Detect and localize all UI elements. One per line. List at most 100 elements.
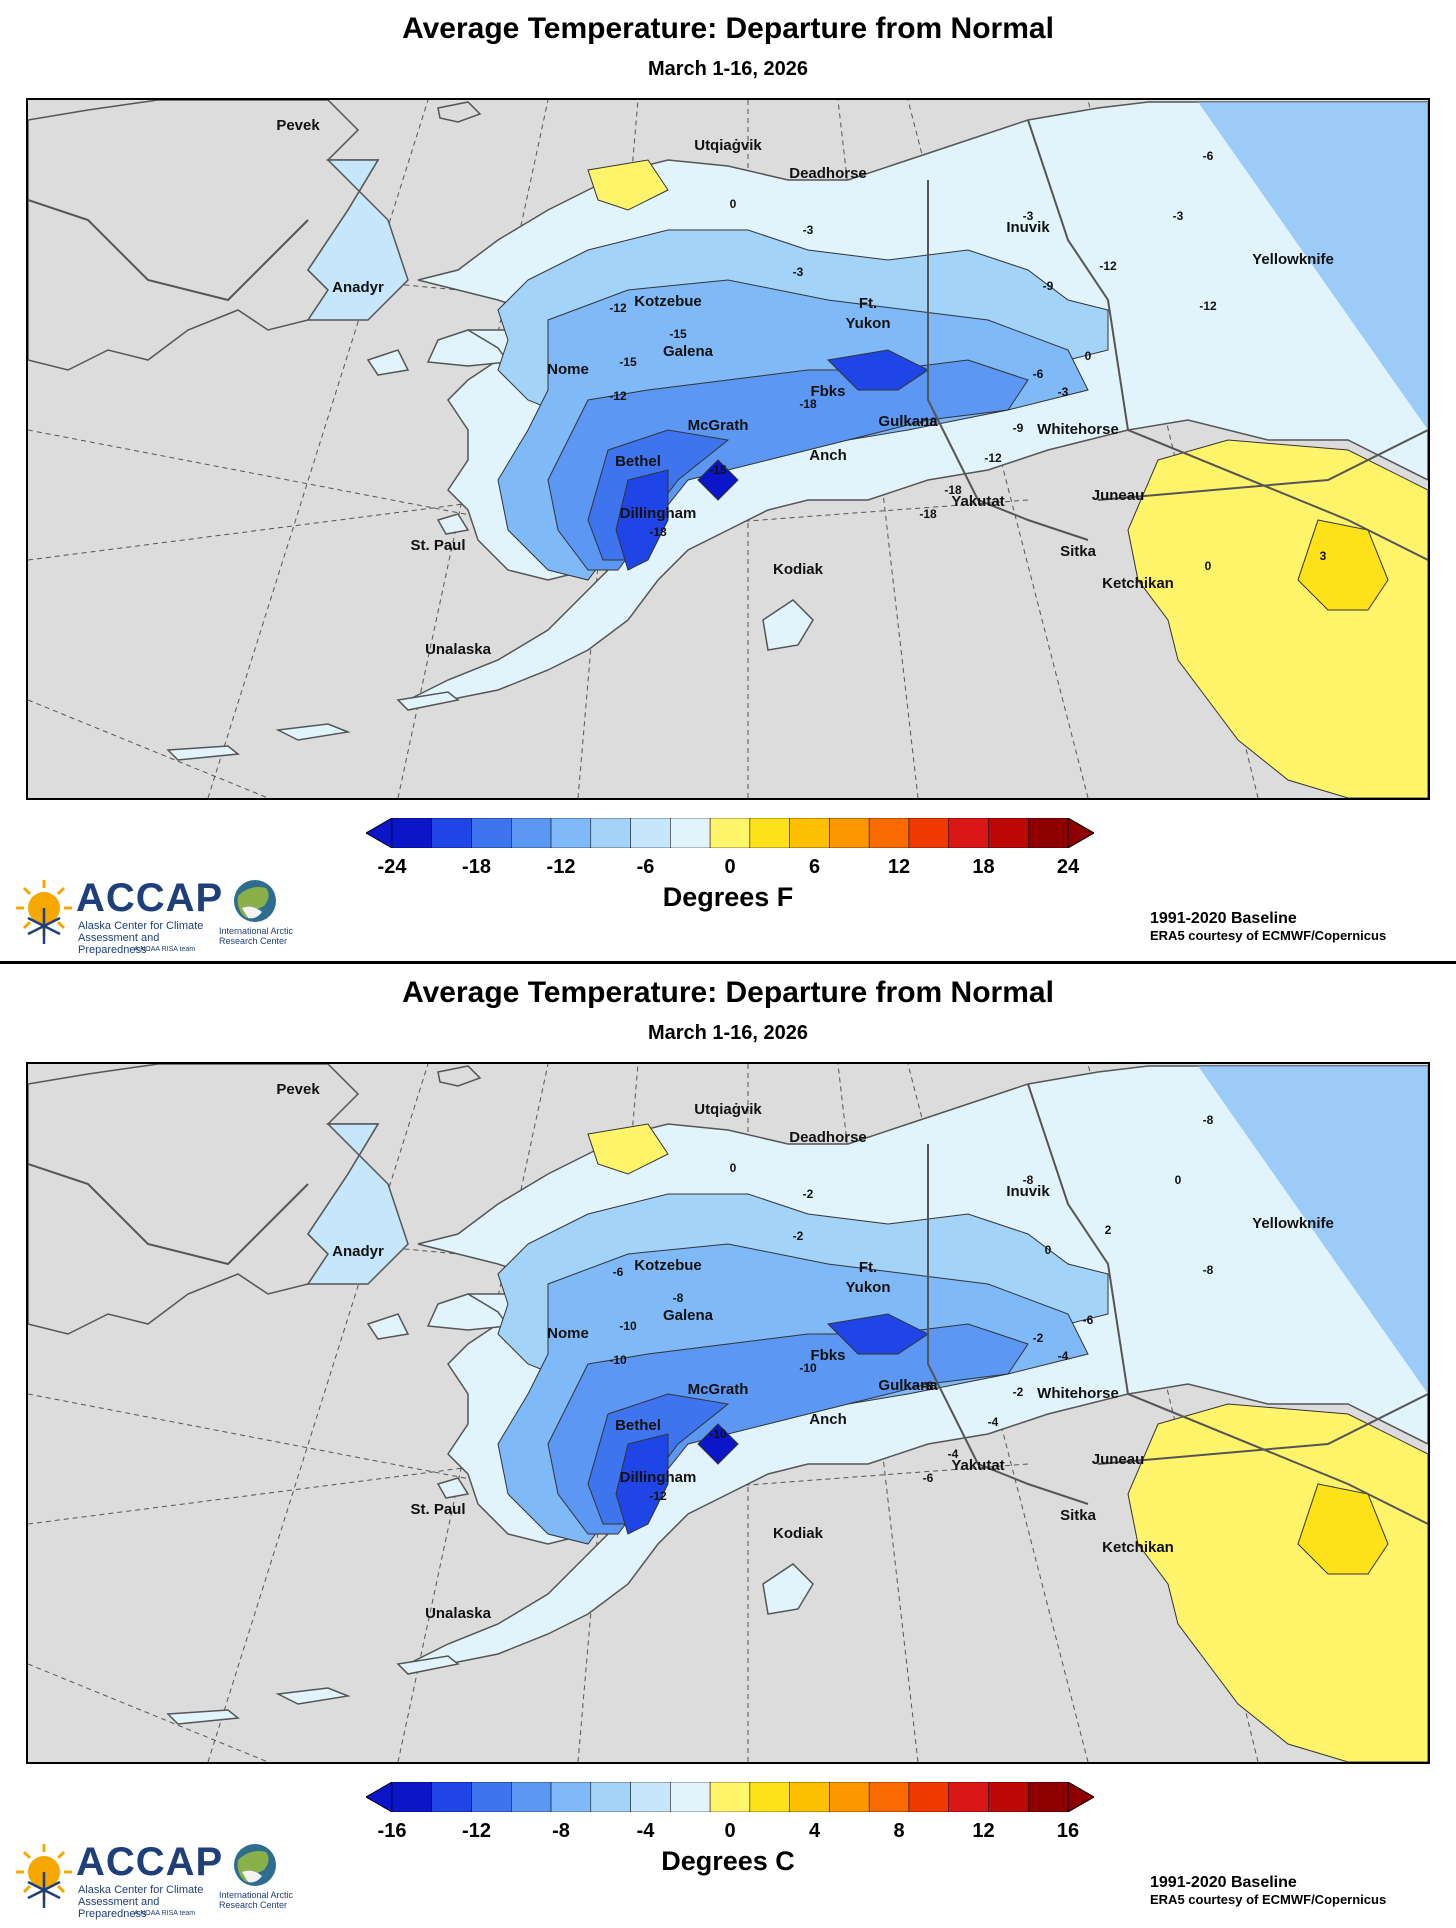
colorbar-tick-label: -8 — [552, 1820, 570, 1842]
land-aleut2 — [275, 723, 351, 741]
city-label: Inuvik — [1006, 1183, 1050, 1200]
colorbar-swatch — [829, 817, 870, 849]
city-label: Inuvik — [1006, 219, 1050, 236]
city-label: Fbks — [810, 1347, 845, 1364]
city-label: Utqiaġvik — [694, 1101, 762, 1118]
colorbar-swatch — [391, 817, 433, 849]
colorbar-min-arrow — [364, 1781, 393, 1813]
contour-label: -18 — [799, 397, 817, 411]
contour-label: -15 — [709, 463, 727, 477]
colorbar-swatch — [709, 817, 751, 849]
city-label: St. Paul — [410, 1501, 465, 1518]
political-borders — [28, 119, 1428, 561]
contour-label: -4 — [1058, 1349, 1069, 1363]
contour-label: -8 — [1203, 1263, 1214, 1277]
colorbar-tick-label: 16 — [1056, 1820, 1080, 1842]
colorbar-tick-label: 12 — [887, 856, 911, 878]
anomaly-band-d0 — [697, 459, 739, 501]
city-label: Anadyr — [332, 1243, 384, 1260]
contour-label: -8 — [1203, 1113, 1214, 1127]
city-label: Galena — [663, 1307, 714, 1324]
contour-label: -3 — [1023, 209, 1034, 223]
city-label: St. Paul — [410, 537, 465, 554]
contour-label: -2 — [793, 1229, 804, 1243]
credits: 1991-2020 Baseline ERA5 courtesy of ECMW… — [1150, 1874, 1440, 1907]
colorbar-tick-label: -6 — [636, 856, 655, 878]
contour-label: 0 — [1085, 349, 1092, 363]
colorbar-tick-label: -12 — [546, 856, 576, 878]
colorbar-swatch — [471, 1781, 512, 1813]
contour-label: -10 — [619, 1319, 637, 1333]
accap-logo-subtitle: Alaska Center for Climate Assessment and … — [78, 920, 204, 956]
colorbar-swatch — [749, 817, 790, 849]
colorbar-swatch — [829, 1781, 870, 1813]
city-label: Anch — [809, 1411, 847, 1428]
city-label: McGrath — [688, 1381, 749, 1398]
colorbar-tick-label: 4 — [808, 1820, 821, 1842]
colorbar-swatch — [670, 1781, 711, 1813]
contour-label: -8 — [673, 1291, 684, 1305]
city-label: Juneau — [1092, 1451, 1145, 1468]
anomaly-band-d1 — [615, 469, 669, 571]
map-subtitle: March 1-16, 2026 — [647, 58, 809, 80]
temperature-map: Pevek Utqiaġvik Deadhorse Inuvik Yellowknife… — [26, 1062, 1430, 1764]
contour-label: -6 — [1033, 367, 1044, 381]
colorbar-tick-label: 12 — [972, 1820, 995, 1842]
colorbar-swatch — [908, 817, 949, 849]
colorbar-swatch — [630, 817, 671, 849]
colorbar-swatch — [789, 817, 830, 849]
city-label: Kodiak — [773, 561, 824, 578]
northeast-anomaly — [1198, 102, 1428, 430]
city-label: Bethel — [615, 1417, 661, 1434]
colorbar-swatch — [511, 817, 552, 849]
land-kodiak — [762, 1563, 814, 1615]
contour-label: -6 — [613, 1265, 624, 1279]
colorbar-swatch — [789, 1781, 830, 1813]
land-stLawrence — [366, 1313, 410, 1340]
contour-label: -2 — [1013, 1385, 1024, 1399]
colorbar-swatch — [590, 1781, 631, 1813]
contour-label: -8 — [923, 1379, 934, 1393]
land-kodiak — [762, 599, 814, 651]
accap-logo-text: ACCAP — [76, 876, 224, 920]
contour-label: -6 — [1083, 1313, 1094, 1327]
anomaly-band-d3 — [547, 1323, 1029, 1535]
colorbar-tick-label: 0 — [724, 1820, 736, 1842]
colorbar-swatch — [988, 1781, 1029, 1813]
colorbar-swatch — [511, 1781, 552, 1813]
panel-divider — [0, 961, 1456, 964]
contour-label: -18 — [649, 525, 667, 539]
city-label: Yellowknife — [1252, 1215, 1334, 1232]
land-stLawrence — [366, 349, 410, 376]
colorbar-ticks: -24 -18 -12 -6 0 6 12 18 24 — [0, 856, 1456, 880]
colorbar-swatch — [948, 817, 989, 849]
colorbar-tick-label: -12 — [462, 1820, 491, 1842]
colorbar-swatch — [670, 817, 711, 849]
accap-sun-icon — [16, 1844, 72, 1908]
contour-label: -15 — [619, 355, 637, 369]
land-aleut1 — [396, 1655, 460, 1675]
colorbar-tick-label: -16 — [377, 1820, 407, 1842]
city-label: Yakutat — [951, 493, 1004, 510]
contour-label: -6 — [1203, 149, 1214, 163]
map-svg: Pevek Utqiaġvik Deadhorse Inuvik Yellowknife… — [28, 1064, 1428, 1762]
anomaly-band-d0 — [697, 1423, 739, 1465]
city-label: Nome — [547, 361, 589, 378]
colorbar-tick-label: -18 — [462, 856, 491, 878]
contour-label: -2 — [803, 1187, 814, 1201]
city-label: Whitehorse — [1037, 1385, 1119, 1402]
accap-logo-text: ACCAP — [76, 1840, 224, 1884]
city-label: Bethel — [615, 453, 661, 470]
contour-label: -3 — [1058, 385, 1069, 399]
accap-noaa-tag: A NOAA RISA team — [134, 1910, 196, 1917]
city-label: Yakutat — [951, 1457, 1004, 1474]
iarc-logo-text: International Arctic Research Center — [219, 1890, 294, 1910]
colorbar-swatch — [868, 817, 910, 849]
map-title: Average Temperature: Departure from Norm… — [402, 976, 1054, 1009]
accap-noaa-tag: A NOAA RISA team — [134, 946, 196, 953]
anomaly-positive-north — [587, 1123, 669, 1175]
colorbar-tick-label: 0 — [724, 856, 736, 878]
contour-label: -18 — [919, 507, 937, 521]
colorbar-swatch — [550, 817, 592, 849]
city-label: Dillingham — [620, 505, 697, 522]
